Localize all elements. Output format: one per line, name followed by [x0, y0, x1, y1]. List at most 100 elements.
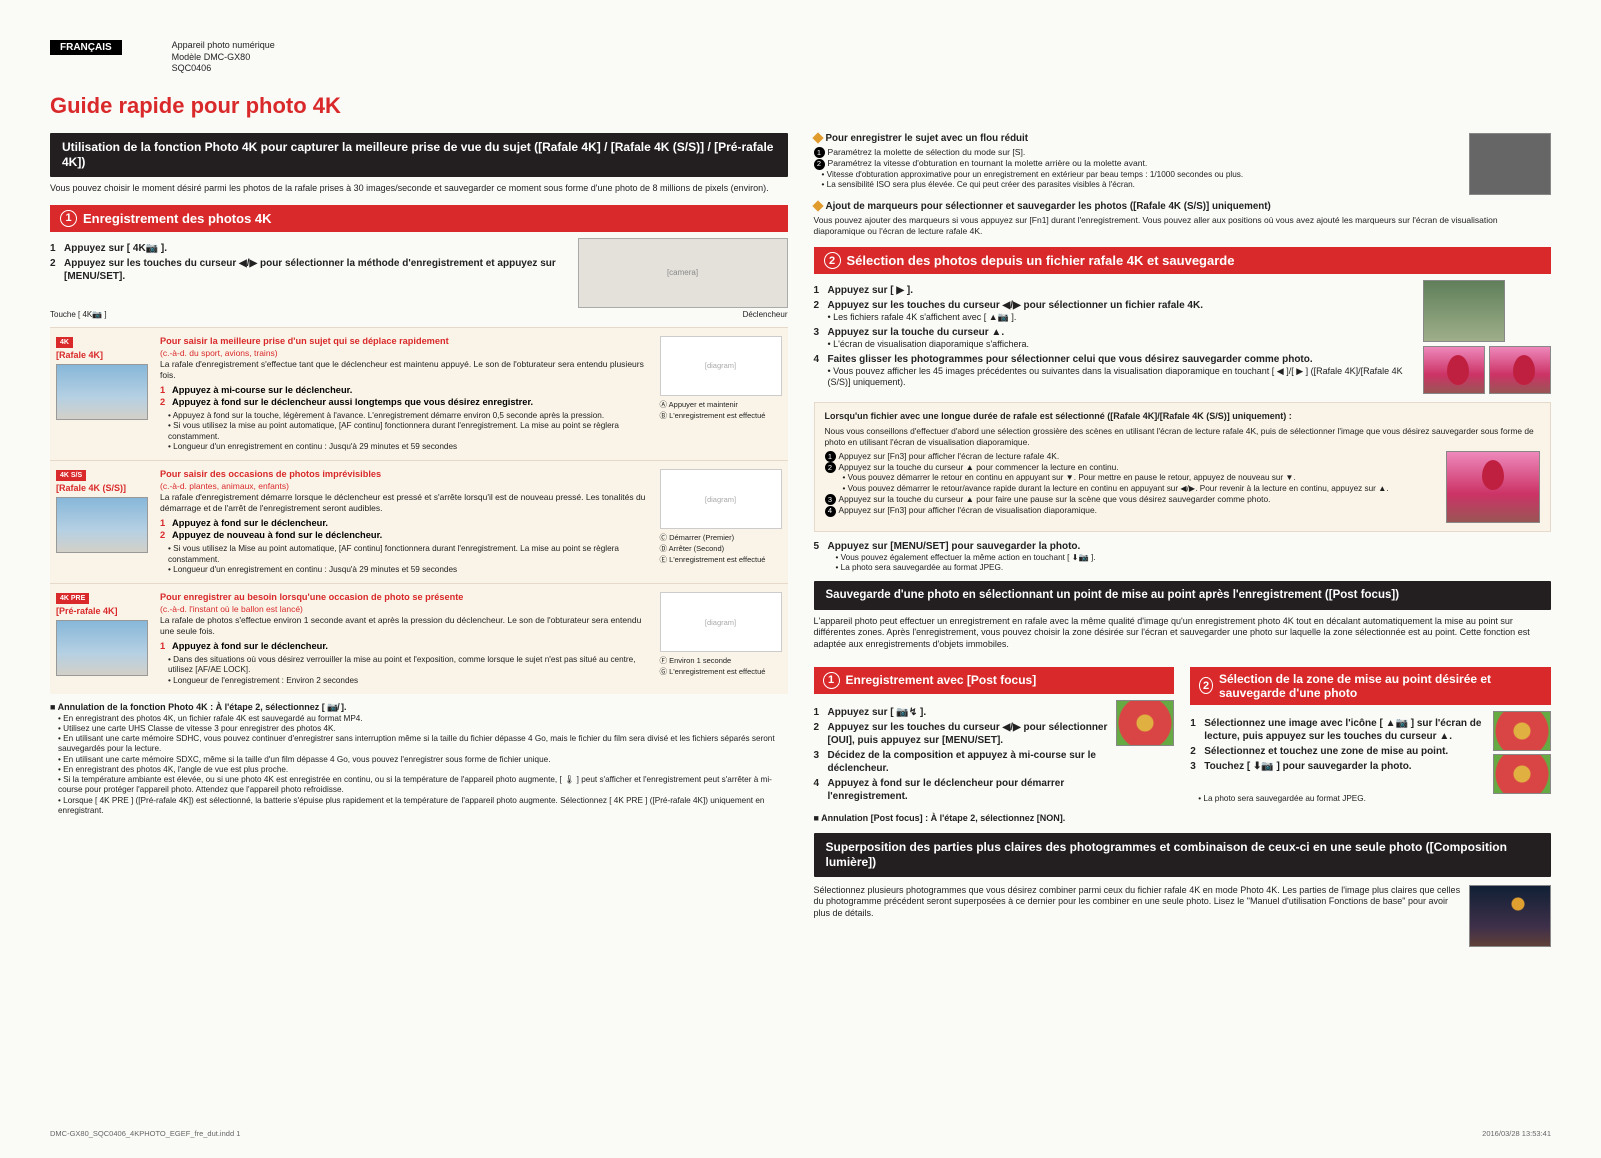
tip-title-text: Pour enregistrer le sujet avec un flou r… — [826, 133, 1029, 144]
step-text: Appuyez sur [ 4K📷 ]. — [64, 243, 167, 254]
thumbnail-image — [1423, 280, 1505, 342]
circled-2-icon: 2 — [824, 252, 841, 269]
mode-label: [Pré-rafale 4K] — [56, 606, 152, 616]
num-circle-icon: 2 — [825, 462, 836, 473]
thumbnail-image — [1469, 885, 1551, 947]
box-text: Appuyez sur [Fn3] pour afficher l'écran … — [839, 451, 1060, 461]
box-title: Lorsqu'un fichier avec une longue durée … — [825, 411, 1541, 423]
box-text: Appuyez sur la touche du curseur ▲ pour … — [839, 462, 1119, 472]
cancel-heading: ■ Annulation [Post focus] : À l'étape 2,… — [814, 813, 1175, 823]
header-meta: Appareil photo numérique Modèle DMC-GX80… — [172, 40, 275, 75]
box-text: Appuyez sur la touche du curseur ▲ pour … — [839, 494, 1271, 504]
intro-text: Sélectionnez plusieurs photogrammes que … — [814, 885, 1462, 920]
step-item: 4Faites glisser les photogrammes pour sé… — [814, 353, 1416, 389]
bullet-item: Vous pouvez démarrer le retour en contin… — [843, 473, 1439, 483]
box-item: 2Appuyez sur la touche du curseur ▲ pour… — [825, 462, 1439, 473]
diagram-caption: Ⓑ L'enregistrement est effectué — [660, 410, 782, 421]
bullet-item: Si la température ambiante est élevée, o… — [58, 775, 788, 796]
meta-line: Appareil photo numérique — [172, 40, 275, 52]
substep-item: 2Appuyez de nouveau à fond sur le déclen… — [160, 529, 652, 541]
black-bar-lightcomp: Superposition des parties plus claires d… — [814, 833, 1552, 877]
tip-title-text: Ajout de marqueurs pour sélectionner et … — [826, 201, 1271, 212]
mode-lead: Pour saisir des occasions de photos impr… — [160, 469, 652, 481]
step-item: 1Sélectionnez une image avec l'icône [ ▲… — [1190, 717, 1485, 743]
bullet-item: Appuyez à fond sur la touche, légèrement… — [168, 411, 652, 421]
section-title: Sélection des photos depuis un fichier r… — [847, 253, 1235, 268]
step-item: 1Appuyez sur [ 4K📷 ]. — [50, 242, 788, 255]
step-item: 2Appuyez sur les touches du curseur ◀/▶ … — [50, 257, 788, 283]
bullet-item: Longueur d'un enregistrement en continu … — [168, 565, 652, 575]
substep-item: 1Appuyez à fond sur le déclencheur. — [160, 517, 652, 529]
intro-text: Vous pouvez choisir le moment désiré par… — [50, 183, 788, 195]
box-text: Appuyez sur [Fn3] pour afficher l'écran … — [839, 505, 1097, 515]
bullet-item: Longueur de l'enregistrement : Environ 2… — [168, 676, 652, 686]
bullet-item: Dans des situations où vous désirez verr… — [168, 655, 652, 676]
thumbnail-image — [1116, 700, 1174, 746]
section-title: Enregistrement avec [Post focus] — [846, 673, 1037, 687]
tip-text: Paramétrez la molette de sélection du mo… — [828, 147, 1026, 157]
tip-text: Paramétrez la vitesse d'obturation en to… — [828, 158, 1148, 168]
bullet-item: En utilisant une carte mémoire SDXC, mêm… — [58, 755, 788, 765]
mode-badge: 4K S/S — [56, 470, 86, 481]
step-item: 5Appuyez sur [MENU/SET] pour sauvegarder… — [814, 540, 1552, 574]
section-2-bar: 2 Sélection des photos depuis un fichier… — [814, 247, 1552, 274]
cancel-heading: ■ Annulation de la fonction Photo 4K : À… — [50, 702, 788, 714]
thumbnail-image — [1493, 754, 1551, 794]
thumbnail-image — [1469, 133, 1551, 195]
mode-desc: La rafale d'enregistrement démarre lorsq… — [160, 492, 652, 514]
mode-label: [Rafale 4K (S/S)] — [56, 483, 152, 493]
bullet-item: En utilisant une carte mémoire SDHC, vou… — [58, 734, 788, 755]
mode-label: [Rafale 4K] — [56, 350, 152, 360]
diagram-caption: Ⓖ L'enregistrement est effectué — [660, 666, 782, 677]
substep-item: 2Appuyez à fond sur le déclencheur aussi… — [160, 396, 652, 408]
mode-badge: 4K — [56, 337, 73, 348]
bullet-item: Utilisez une carte UHS Classe de vitesse… — [58, 724, 788, 734]
bullet-item: La photo sera sauvegardée au format JPEG… — [836, 563, 1552, 573]
step-text: Appuyez sur les touches du curseur ◀/▶ p… — [64, 258, 556, 282]
thumbnail-image — [1493, 711, 1551, 751]
timing-diagram: [diagram] — [660, 336, 782, 396]
mode-lead: Pour saisir la meilleure prise d'un suje… — [160, 336, 652, 348]
substep-item: 1Appuyez à fond sur le déclencheur. — [160, 640, 652, 652]
footer-left: DMC-GX80_SQC0406_4KPHOTO_EGEF_fre_dut.in… — [50, 1129, 240, 1138]
box-item: 3Appuyez sur la touche du curseur ▲ pour… — [825, 494, 1439, 505]
substep-item: 1Appuyez à mi-course sur le déclencheur. — [160, 384, 652, 396]
step-item: 4Appuyez à fond sur le déclencheur pour … — [814, 777, 1109, 803]
bullet-item: Si vous utilisez la mise au point automa… — [168, 421, 652, 442]
step-item: 1Appuyez sur [ ▶ ]. — [814, 284, 1416, 297]
diagram-caption: Ⓕ Environ 1 seconde — [660, 655, 782, 666]
timing-diagram: [diagram] — [660, 469, 782, 529]
bullet-item: La sensibilité ISO sera plus élevée. Ce … — [822, 180, 1462, 190]
num-circle-icon: 1 — [814, 147, 825, 158]
timing-diagram: [diagram] — [660, 592, 782, 652]
step-item: 3Décidez de la composition et appuyez à … — [814, 749, 1109, 775]
bullet-item: Lorsque [ 4K PRE ] ([Pré-rafale 4K]) est… — [58, 796, 788, 817]
circled-1-icon: 1 — [823, 672, 840, 689]
step-text: Appuyez sur [MENU/SET] pour sauvegarder … — [828, 541, 1081, 552]
tip-title: Ajout de marqueurs pour sélectionner et … — [814, 201, 1552, 212]
bullet-item: Longueur d'un enregistrement en continu … — [168, 442, 652, 452]
tip-body: Vous pouvez ajouter des marqueurs si vou… — [814, 215, 1552, 237]
step-item: 1Appuyez sur [ 📷↯ ]. — [814, 706, 1109, 719]
mode-lead: Pour enregistrer au besoin lorsqu'une oc… — [160, 592, 652, 604]
diagram-caption: Ⓐ Appuyer et maintenir — [660, 399, 782, 410]
box-item: 1Appuyez sur [Fn3] pour afficher l'écran… — [825, 451, 1439, 462]
mode-desc: La rafale d'enregistrement s'effectue ta… — [160, 359, 652, 381]
bullet-item: Vous pouvez démarrer le retour/avance ra… — [843, 484, 1439, 494]
step-item: 2Sélectionnez et touchez une zone de mis… — [1190, 745, 1485, 758]
mode-lead2: (c.-à-d. du sport, avions, trains) — [160, 348, 652, 359]
section-1-bar: 1 Enregistrement des photos 4K — [50, 205, 788, 232]
caption: Déclencheur — [743, 310, 788, 319]
step-item: 3Touchez [ ⬇📷 ] pour sauvegarder la phot… — [1190, 760, 1485, 773]
diamond-icon — [812, 133, 823, 144]
footer-right: 2016/03/28 13:53:41 — [1482, 1129, 1551, 1138]
mode-lead2: (c.-à-d. l'instant où le ballon est lanc… — [160, 604, 652, 615]
diagram-caption: Ⓒ Démarrer (Premier) — [660, 532, 782, 543]
tip-item: 1Paramétrez la molette de sélection du m… — [814, 147, 1462, 158]
section-title: Sélection de la zone de mise au point dé… — [1219, 672, 1542, 700]
mode-lead2: (c.-à-d. plantes, animaux, enfants) — [160, 481, 652, 492]
meta-line: Modèle DMC-GX80 — [172, 52, 275, 64]
mode-image — [56, 620, 148, 676]
diamond-icon — [812, 201, 823, 212]
box-item: 4Appuyez sur [Fn3] pour afficher l'écran… — [825, 505, 1439, 516]
